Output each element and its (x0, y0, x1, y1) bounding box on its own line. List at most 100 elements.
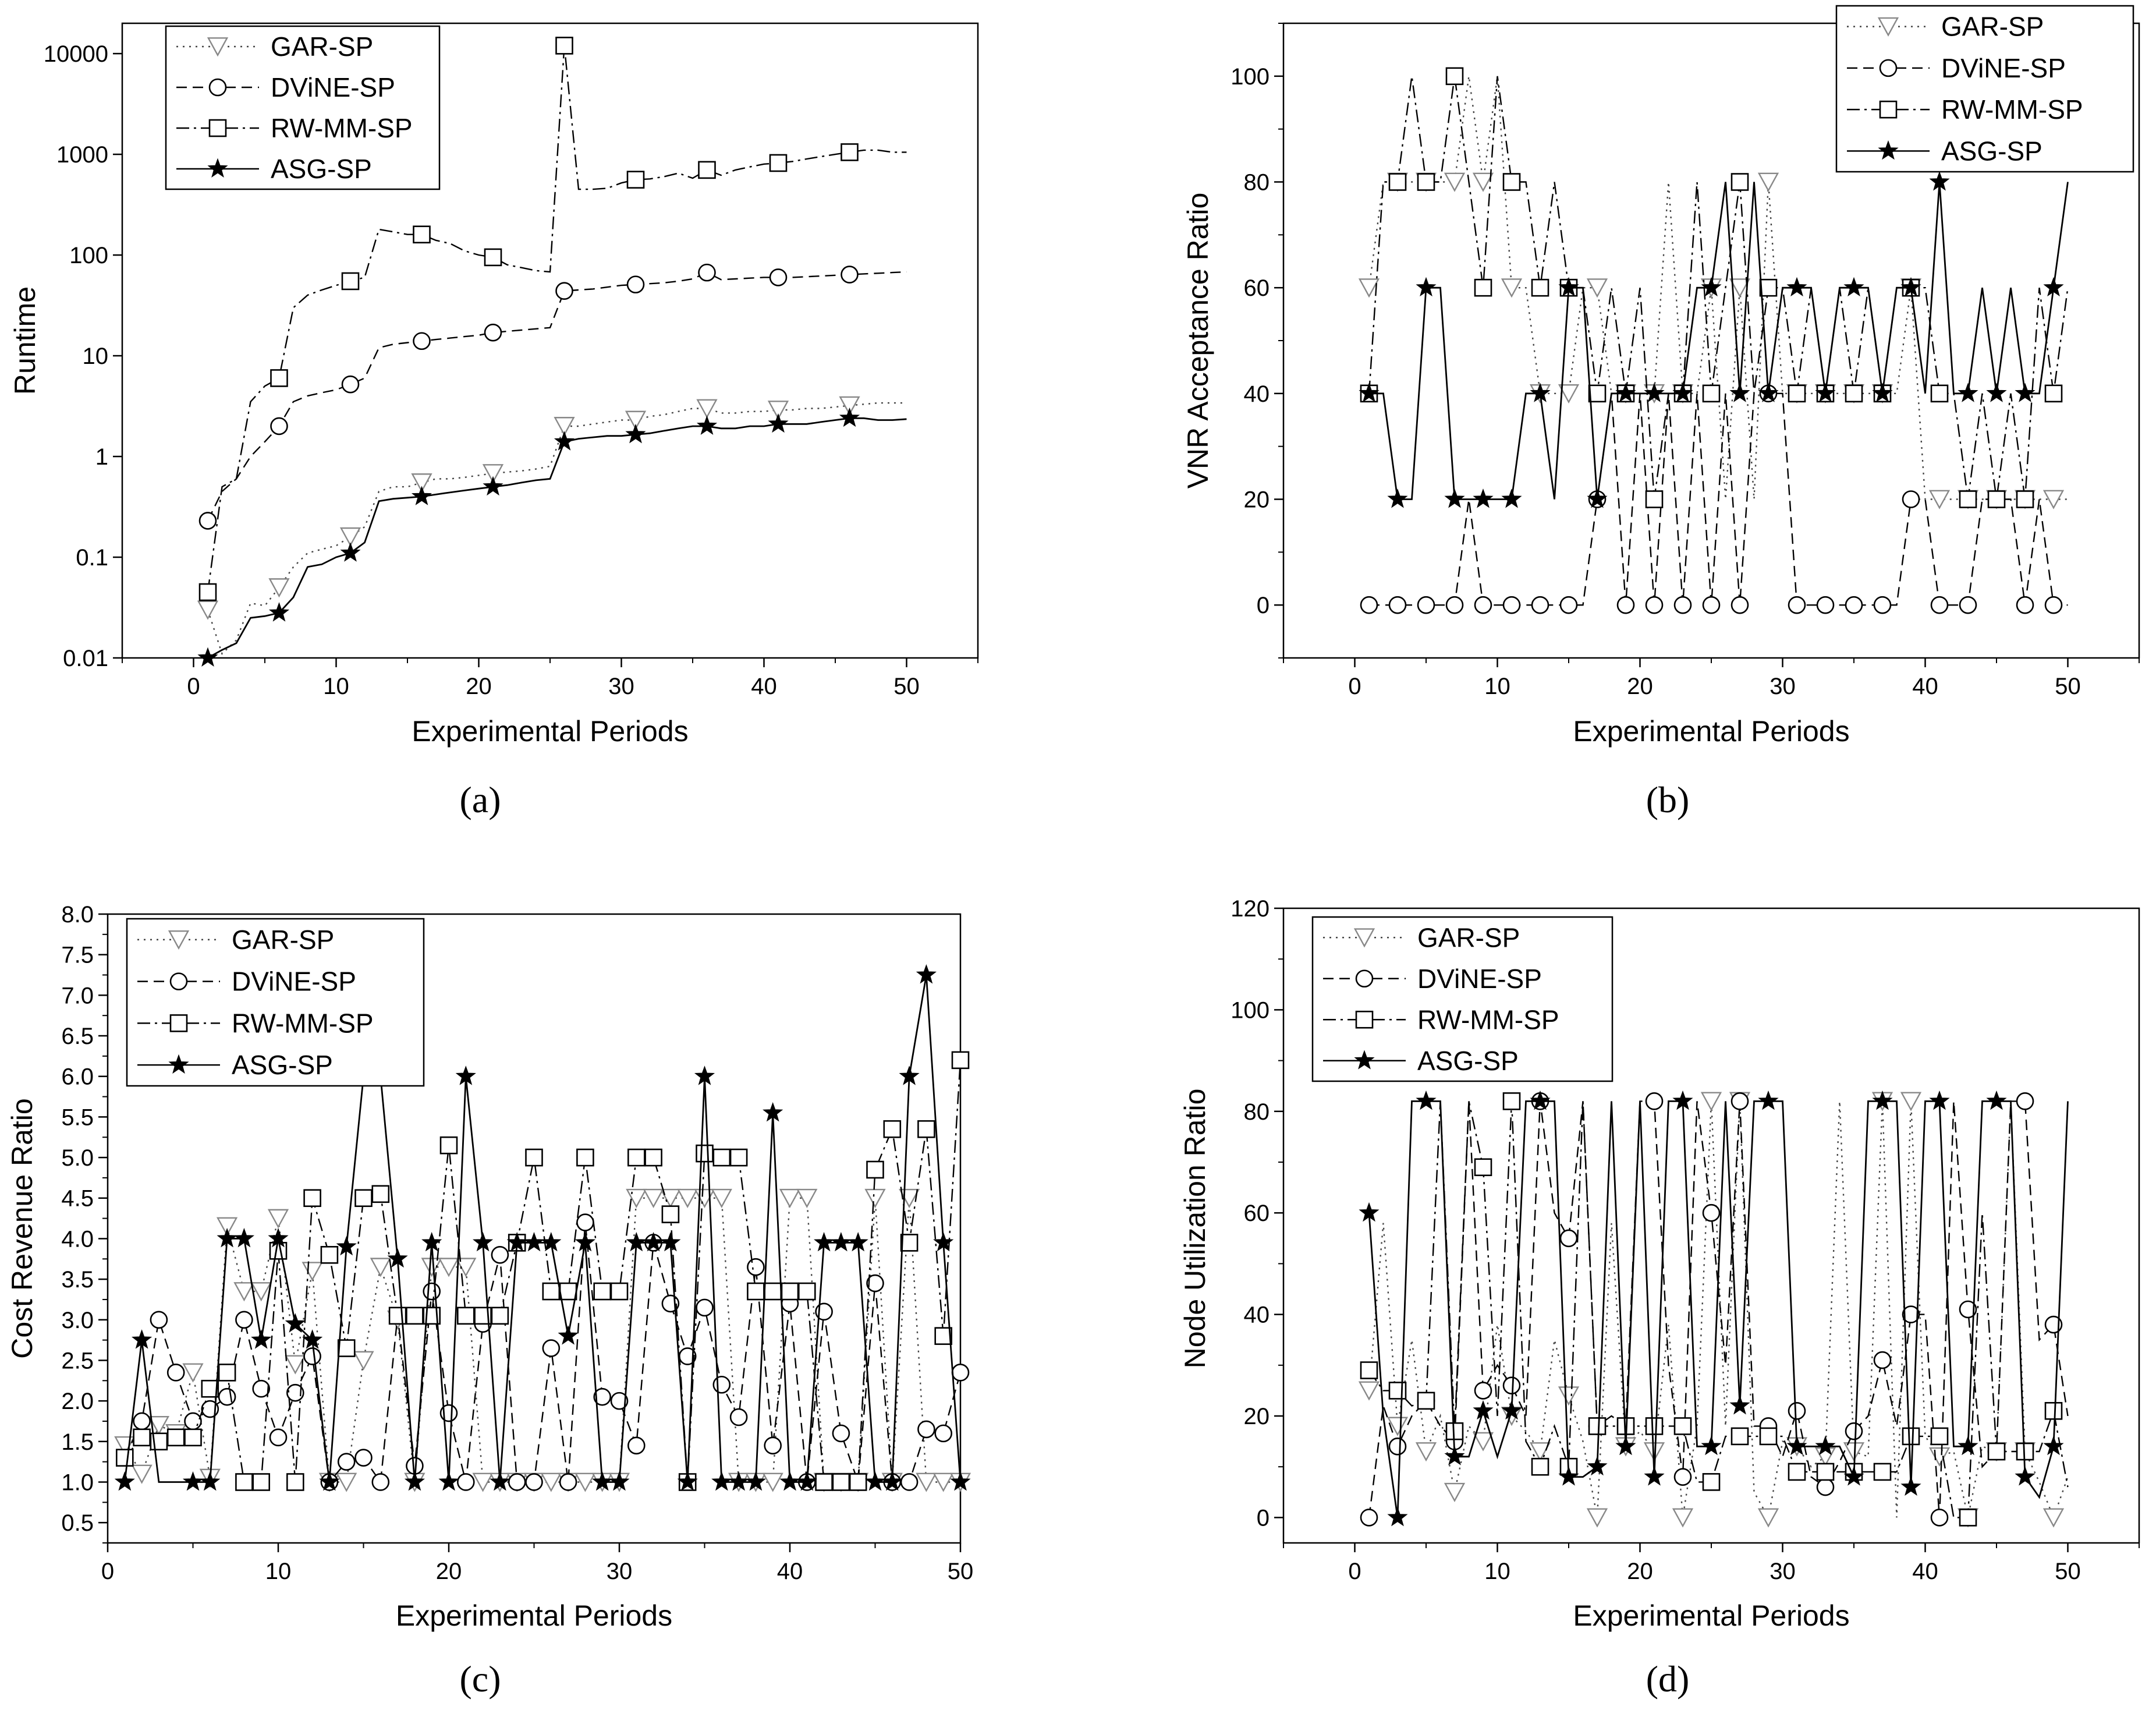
data-point (1987, 1442, 2006, 1461)
data-point (1474, 1382, 1492, 1400)
data-point (1902, 490, 1920, 508)
legend-c: GAR-SP DViNE-SP RW-MM-SP ASG-SP (126, 918, 425, 1087)
data-point (456, 1307, 475, 1325)
data-point (336, 1235, 357, 1256)
data-point (439, 1136, 458, 1155)
data-point (406, 1307, 424, 1325)
legend-label: ASG-SP (1417, 1046, 1519, 1076)
data-point (1731, 1427, 1749, 1446)
y-tick-label: 6.0 (61, 1064, 94, 1090)
x-tick-label: 50 (893, 674, 920, 699)
data-point (917, 1120, 935, 1138)
data-point (270, 417, 288, 436)
data-point (336, 1472, 357, 1492)
data-point (438, 1471, 459, 1491)
legend-box (165, 25, 441, 190)
data-point (1873, 596, 1892, 614)
data-point (1587, 1456, 1608, 1476)
data-point (1472, 1432, 1494, 1452)
data-point (916, 1472, 937, 1492)
y-tick-label: 1 (95, 444, 108, 470)
data-point (555, 37, 573, 55)
series-DViNE-SP (198, 263, 907, 530)
data-point (661, 1205, 680, 1223)
data-point (200, 1471, 221, 1491)
data-point (1530, 1090, 1551, 1110)
y-axis-label: VNR Acceptance Ratio (1182, 193, 1214, 489)
x-tick-label: 30 (1770, 674, 1796, 699)
data-point (490, 1471, 510, 1491)
data-point (1958, 383, 1978, 402)
legend-label: ASG-SP (271, 154, 372, 184)
data-point (370, 1258, 391, 1277)
data-point (815, 1473, 833, 1491)
data-point (1531, 278, 1549, 297)
data-point (559, 1473, 577, 1491)
data-point (696, 1298, 714, 1317)
legend-label: RW-MM-SP (232, 1008, 374, 1038)
data-point (1815, 1435, 1836, 1456)
data-point (1788, 384, 1806, 403)
x-tick-label: 10 (1484, 674, 1510, 699)
x-tick-label: 30 (607, 1559, 633, 1584)
data-point (1731, 596, 1749, 614)
data-point (1417, 173, 1435, 191)
series-DViNE-SP (116, 1213, 970, 1491)
data-point (1616, 596, 1635, 614)
data-point (1673, 1468, 1692, 1486)
data-point (781, 1282, 799, 1301)
data-point (1902, 1305, 1920, 1323)
data-point (354, 1449, 373, 1467)
data-point (1645, 1092, 1664, 1110)
legend-d: GAR-SP DViNE-SP RW-MM-SP ASG-SP (1311, 916, 1614, 1082)
data-point (866, 1274, 884, 1293)
data-point (1415, 1442, 1437, 1462)
data-point (729, 1148, 748, 1167)
data-point (950, 1471, 971, 1491)
data-point (340, 542, 361, 562)
x-tick-label: 10 (265, 1559, 292, 1584)
data-point (1417, 596, 1435, 614)
legend-marker (1879, 100, 1898, 119)
data-point (831, 1231, 852, 1252)
data-point (712, 1375, 731, 1394)
data-point (625, 410, 647, 430)
data-point (218, 1364, 236, 1382)
data-point (769, 268, 788, 286)
data-point (1558, 277, 1579, 297)
y-tick-label: 0 (1257, 1505, 1270, 1531)
y-tick-label: 0.5 (61, 1510, 94, 1536)
data-point (1872, 383, 1893, 402)
legend-box (126, 918, 425, 1087)
data-point (626, 171, 645, 189)
data-point (1902, 1427, 1920, 1446)
y-tick-label: 0 (1257, 593, 1270, 618)
data-point (1815, 383, 1836, 402)
data-point (2016, 596, 2034, 614)
data-point (677, 1471, 698, 1491)
data-point (839, 407, 860, 427)
data-point (1473, 488, 1494, 508)
data-point (1816, 1478, 1835, 1496)
legend-marker (207, 158, 228, 178)
series-RW-MM-SP (1360, 67, 2069, 508)
data-point (1900, 1476, 1921, 1496)
data-point (555, 282, 573, 300)
data-point (1502, 596, 1521, 614)
data-point (413, 332, 431, 351)
data-point (1360, 1361, 1378, 1379)
y-tick-label: 2.0 (61, 1389, 94, 1414)
data-point (625, 423, 646, 444)
data-point (303, 1347, 321, 1365)
series-ASG-SP (197, 407, 907, 667)
data-point (769, 154, 788, 172)
legend-box (1311, 916, 1614, 1082)
data-point (1729, 278, 1751, 298)
legend-label: GAR-SP (1417, 922, 1520, 953)
x-tick-label: 50 (948, 1559, 974, 1584)
data-point (455, 1065, 476, 1085)
data-point (747, 1258, 765, 1276)
data-point (1928, 490, 1951, 509)
data-point (354, 1189, 373, 1208)
